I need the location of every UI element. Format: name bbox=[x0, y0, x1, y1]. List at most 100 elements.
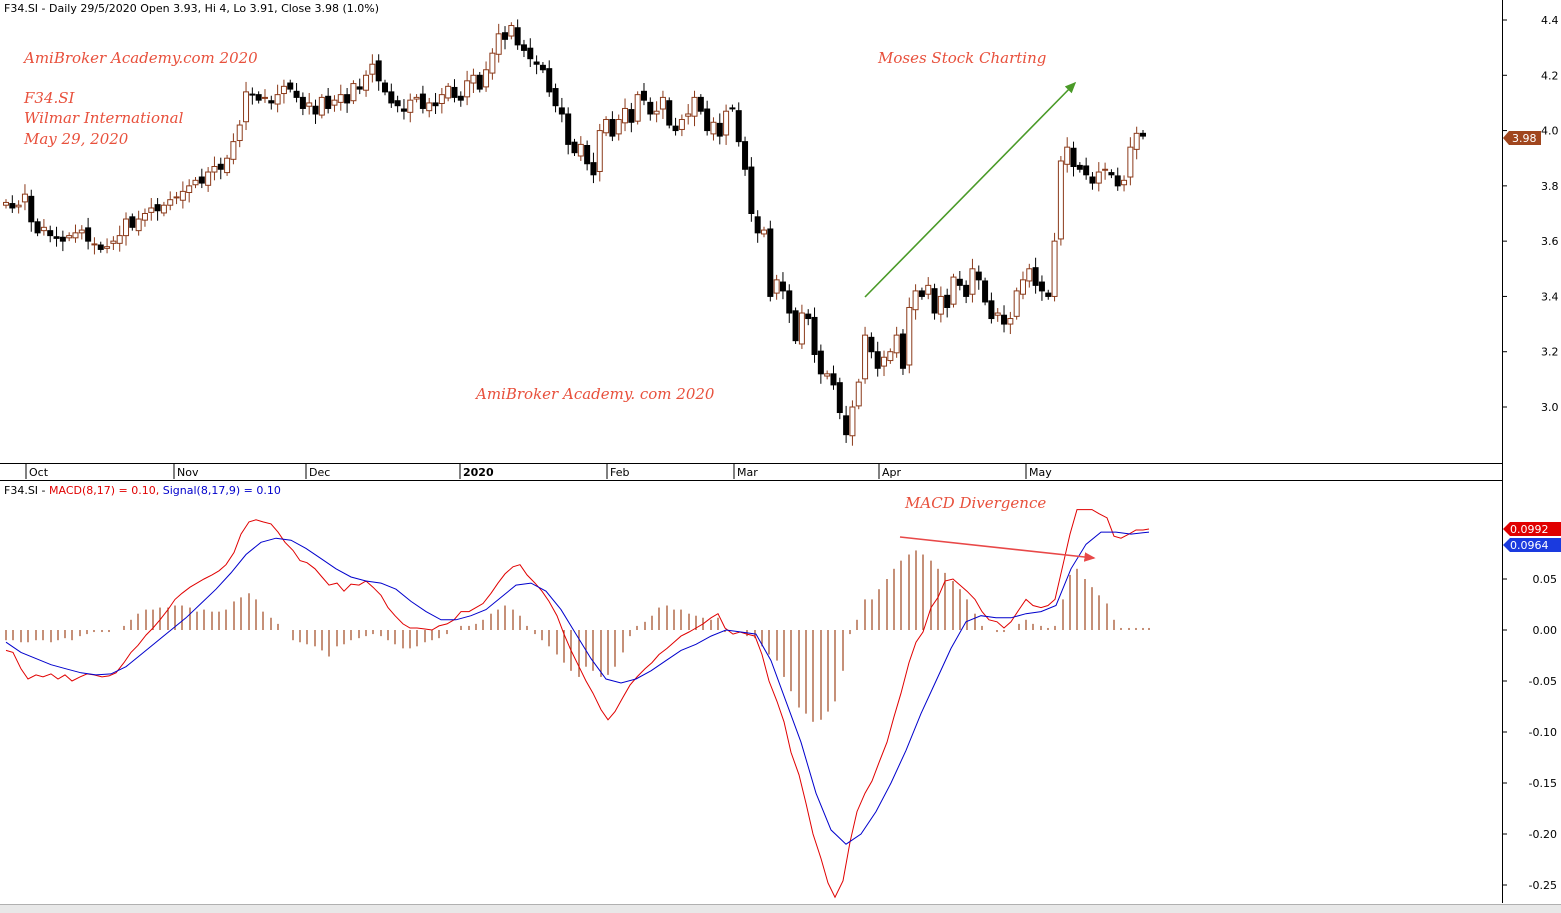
macd-histogram bbox=[5, 550, 1150, 722]
candle bbox=[21, 184, 28, 211]
candle bbox=[104, 238, 111, 254]
candle bbox=[994, 308, 1001, 322]
macd-header-signal: Signal(8,17,9) = 0.10 bbox=[159, 484, 281, 497]
candle bbox=[28, 189, 35, 232]
candle bbox=[761, 226, 767, 238]
candle bbox=[514, 19, 521, 50]
candle bbox=[274, 84, 281, 113]
candle bbox=[1051, 232, 1058, 302]
candle bbox=[779, 272, 786, 300]
candle bbox=[950, 273, 957, 308]
price-y-tick-label: 3.6 bbox=[1541, 235, 1559, 248]
candle bbox=[432, 92, 439, 114]
candle bbox=[419, 85, 426, 114]
candle bbox=[899, 329, 906, 375]
candle bbox=[584, 140, 591, 171]
macd-y-tick-label: -0.20 bbox=[1529, 828, 1557, 841]
candle bbox=[280, 79, 287, 104]
candle bbox=[1045, 289, 1052, 300]
candle bbox=[539, 62, 546, 74]
candle bbox=[129, 213, 136, 231]
candle bbox=[224, 154, 231, 176]
price-y-tick-label: 3.0 bbox=[1541, 401, 1559, 414]
candle bbox=[464, 70, 471, 106]
candle bbox=[603, 116, 610, 137]
candle bbox=[824, 370, 831, 380]
candle bbox=[1007, 311, 1014, 335]
candle bbox=[1064, 137, 1071, 173]
candle bbox=[1140, 130, 1146, 140]
candle bbox=[3, 199, 9, 209]
candle bbox=[615, 114, 622, 141]
candle bbox=[72, 224, 79, 243]
candle bbox=[622, 98, 629, 132]
candle bbox=[527, 38, 534, 67]
macd-panel: -0.25 -0.20 -0.15 -0.10 -0.05 0.00 0.05 bbox=[5, 509, 1557, 899]
candle bbox=[268, 95, 275, 110]
candle bbox=[628, 102, 635, 133]
candle bbox=[811, 307, 818, 363]
candle bbox=[634, 91, 641, 125]
candle bbox=[868, 332, 875, 359]
candle bbox=[918, 287, 925, 300]
candle bbox=[394, 95, 401, 113]
candle bbox=[483, 61, 490, 92]
candle bbox=[874, 341, 881, 377]
candle bbox=[893, 326, 900, 358]
candle bbox=[1013, 287, 1020, 320]
candle bbox=[1114, 167, 1121, 191]
macd-last-value: 0.0992 bbox=[1510, 523, 1549, 536]
candle bbox=[198, 168, 205, 189]
candle bbox=[160, 201, 167, 217]
candle bbox=[836, 377, 843, 420]
candle bbox=[1108, 169, 1115, 179]
candle bbox=[489, 48, 496, 80]
candle bbox=[438, 88, 445, 114]
candle bbox=[666, 97, 673, 129]
candle bbox=[85, 217, 92, 250]
candle bbox=[1121, 175, 1128, 192]
candle bbox=[508, 22, 515, 40]
candle bbox=[748, 157, 755, 222]
candle bbox=[236, 120, 243, 148]
candle bbox=[1127, 137, 1134, 186]
candle bbox=[830, 365, 837, 390]
candle bbox=[186, 179, 193, 203]
candle bbox=[356, 78, 363, 95]
candle bbox=[78, 225, 85, 240]
candle bbox=[47, 225, 54, 243]
candle bbox=[969, 258, 976, 303]
candle bbox=[678, 114, 685, 137]
candle bbox=[141, 208, 148, 227]
candle bbox=[906, 297, 913, 374]
signal-last-marker: 0.0964 bbox=[1503, 538, 1561, 552]
candle bbox=[451, 79, 458, 103]
candle bbox=[735, 102, 742, 147]
macd-line bbox=[5, 509, 1150, 899]
candle bbox=[729, 104, 736, 112]
candle bbox=[817, 344, 824, 384]
candle bbox=[173, 191, 180, 205]
candle bbox=[691, 90, 698, 127]
candle bbox=[243, 81, 250, 131]
candle bbox=[881, 350, 888, 377]
candle bbox=[154, 198, 161, 221]
sheet-tab-bar[interactable] bbox=[0, 904, 1561, 913]
candle bbox=[963, 280, 970, 304]
candle bbox=[205, 167, 212, 192]
signal-line bbox=[5, 531, 1150, 845]
price-last-value: 3.98 bbox=[1512, 132, 1537, 145]
candle bbox=[1026, 263, 1033, 288]
candle bbox=[773, 274, 780, 300]
candle bbox=[982, 277, 989, 306]
candle bbox=[937, 286, 944, 323]
candle bbox=[413, 94, 420, 103]
candle bbox=[590, 152, 597, 184]
brand-annotation-mid: AmiBroker Academy. com 2020 bbox=[474, 385, 715, 403]
x-axis-label: Apr bbox=[882, 466, 902, 479]
candle bbox=[742, 136, 749, 176]
candle bbox=[91, 237, 98, 255]
macd-y-tick-label: -0.25 bbox=[1529, 879, 1557, 892]
candle bbox=[476, 71, 483, 93]
